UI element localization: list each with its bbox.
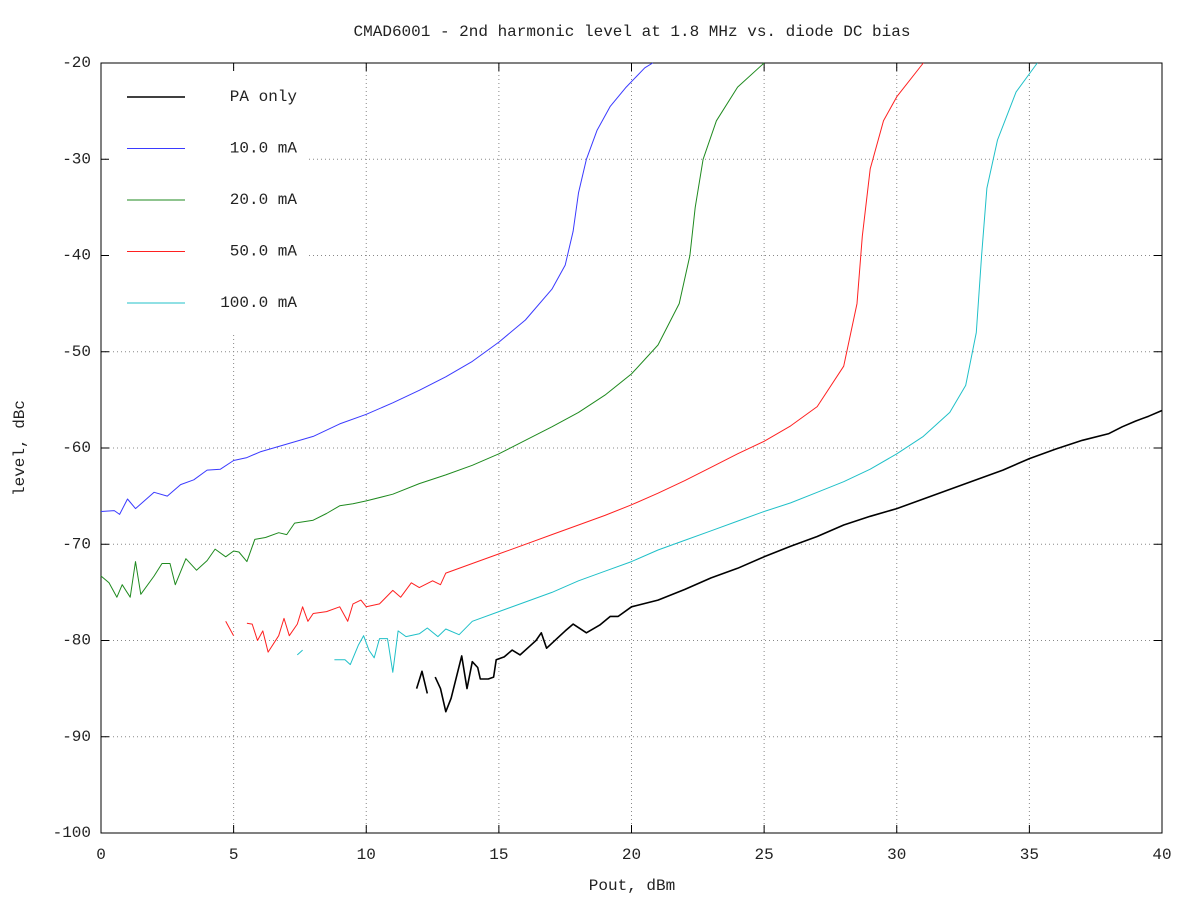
legend-label: 10.0 mA <box>230 140 298 158</box>
y-tick-label: -50 <box>62 343 91 361</box>
legend-label: 100.0 mA <box>220 294 297 312</box>
x-tick-label: 10 <box>357 846 376 864</box>
series-line <box>225 62 924 653</box>
x-tick-label: 20 <box>622 846 641 864</box>
x-tick-label: 35 <box>1020 846 1039 864</box>
legend-label: PA only <box>230 88 298 106</box>
series-line <box>296 62 1038 673</box>
y-tick-label: -90 <box>62 728 91 746</box>
legend-label: 20.0 mA <box>230 191 298 209</box>
x-tick-label: 30 <box>887 846 906 864</box>
y-tick-label: -100 <box>53 824 91 842</box>
x-tick-label: 25 <box>755 846 774 864</box>
y-tick-label: -80 <box>62 632 91 650</box>
y-tick-label: -60 <box>62 439 91 457</box>
plot-border <box>100 62 1163 834</box>
y-axis-label: level, dBc <box>11 400 29 496</box>
y-tick-label: -40 <box>62 247 91 265</box>
y-tick-label: -20 <box>62 54 91 72</box>
x-tick-label: 5 <box>229 846 239 864</box>
x-tick-label: 0 <box>96 846 106 864</box>
y-tick-label: -70 <box>62 535 91 553</box>
series-line <box>100 62 653 515</box>
series-line <box>415 409 1163 713</box>
x-axis-label: Pout, dBm <box>589 877 675 895</box>
legend-label: 50.0 mA <box>230 243 298 261</box>
y-tick-label: -30 <box>62 150 91 168</box>
x-tick-label: 40 <box>1152 846 1171 864</box>
chart-title: CMAD6001 - 2nd harmonic level at 1.8 MHz… <box>354 23 911 41</box>
x-tick-label: 15 <box>489 846 508 864</box>
series-line <box>100 62 765 598</box>
legend-background <box>109 71 309 333</box>
